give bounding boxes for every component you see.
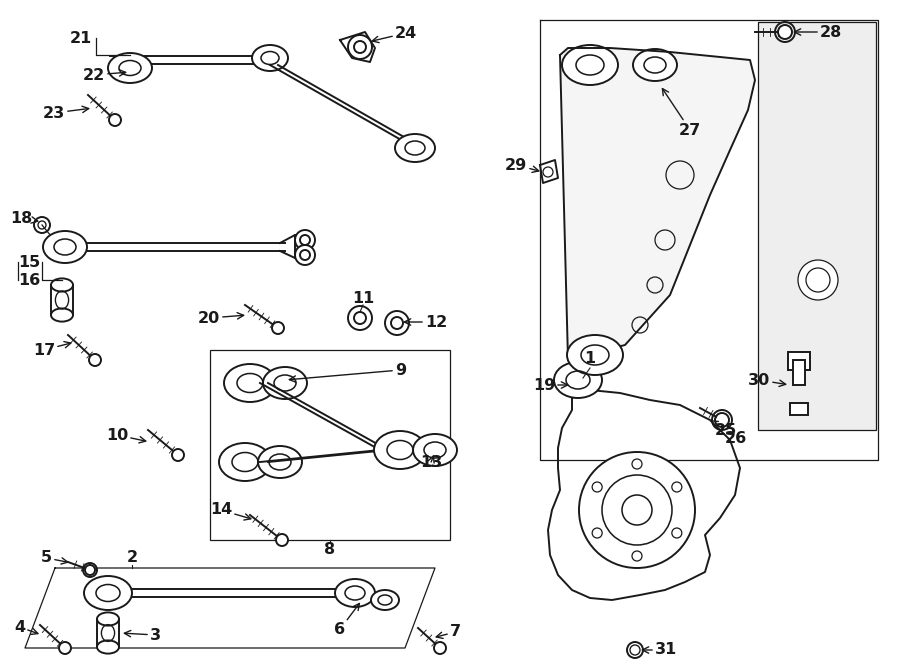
- Text: 22: 22: [83, 68, 126, 83]
- Ellipse shape: [562, 45, 618, 85]
- Text: 12: 12: [404, 314, 447, 330]
- Text: 21: 21: [70, 30, 93, 46]
- Circle shape: [592, 482, 602, 492]
- Circle shape: [89, 354, 101, 366]
- Text: 6: 6: [334, 604, 359, 638]
- Bar: [97, 619, 119, 647]
- Text: 25: 25: [711, 421, 737, 438]
- Circle shape: [632, 551, 642, 561]
- Text: 19: 19: [533, 377, 568, 393]
- Ellipse shape: [51, 279, 73, 291]
- Ellipse shape: [554, 362, 602, 398]
- Circle shape: [59, 642, 71, 654]
- Text: 28: 28: [795, 24, 842, 40]
- Text: 4: 4: [14, 620, 38, 634]
- Polygon shape: [560, 48, 755, 360]
- Text: 26: 26: [725, 430, 747, 446]
- Ellipse shape: [371, 590, 399, 610]
- Ellipse shape: [97, 612, 119, 626]
- Text: 20: 20: [198, 310, 244, 326]
- Ellipse shape: [51, 308, 73, 322]
- Circle shape: [295, 245, 315, 265]
- Text: 13: 13: [420, 455, 442, 469]
- Circle shape: [627, 642, 643, 658]
- Text: 10: 10: [106, 428, 146, 443]
- Circle shape: [348, 306, 372, 330]
- Circle shape: [295, 230, 315, 250]
- Bar: [758, 22, 876, 430]
- Ellipse shape: [84, 576, 132, 610]
- Ellipse shape: [97, 640, 119, 653]
- Text: 8: 8: [324, 542, 336, 557]
- Text: 3: 3: [124, 628, 161, 643]
- Circle shape: [632, 459, 642, 469]
- Circle shape: [715, 413, 729, 427]
- Circle shape: [434, 642, 446, 654]
- Text: 7: 7: [436, 624, 461, 639]
- Circle shape: [671, 528, 682, 538]
- Ellipse shape: [633, 49, 677, 81]
- Ellipse shape: [413, 434, 457, 466]
- Text: 2: 2: [126, 551, 138, 565]
- Circle shape: [109, 114, 121, 126]
- Ellipse shape: [258, 446, 302, 478]
- Text: 31: 31: [643, 643, 677, 657]
- Text: 11: 11: [352, 291, 374, 305]
- Circle shape: [272, 322, 284, 334]
- Text: 18: 18: [10, 211, 38, 226]
- Text: 17: 17: [32, 342, 71, 357]
- Circle shape: [579, 452, 695, 568]
- Ellipse shape: [108, 53, 152, 83]
- Circle shape: [385, 311, 409, 335]
- Text: 24: 24: [373, 26, 418, 42]
- Ellipse shape: [219, 443, 271, 481]
- Circle shape: [671, 482, 682, 492]
- Text: 15: 15: [18, 254, 40, 269]
- Circle shape: [592, 528, 602, 538]
- Ellipse shape: [335, 579, 375, 607]
- Circle shape: [798, 260, 838, 300]
- Bar: [793, 360, 805, 385]
- Circle shape: [348, 35, 372, 59]
- Text: 30: 30: [748, 373, 786, 387]
- Circle shape: [276, 534, 288, 546]
- Bar: [210, 350, 450, 540]
- Ellipse shape: [263, 367, 307, 399]
- Text: 23: 23: [43, 105, 89, 120]
- Ellipse shape: [252, 45, 288, 71]
- Circle shape: [85, 565, 95, 575]
- Text: 29: 29: [505, 158, 539, 173]
- Text: 1: 1: [584, 350, 596, 365]
- Bar: [51, 285, 73, 315]
- Text: 16: 16: [18, 273, 40, 287]
- Text: 14: 14: [210, 502, 251, 520]
- Circle shape: [172, 449, 184, 461]
- Circle shape: [778, 25, 792, 39]
- Text: 5: 5: [40, 551, 68, 565]
- Ellipse shape: [224, 364, 276, 402]
- Ellipse shape: [567, 335, 623, 375]
- Ellipse shape: [43, 231, 87, 263]
- Bar: [788, 352, 810, 370]
- Text: 27: 27: [662, 89, 701, 138]
- Ellipse shape: [395, 134, 435, 162]
- Ellipse shape: [374, 431, 426, 469]
- Bar: [790, 403, 808, 415]
- Text: 9: 9: [289, 363, 406, 382]
